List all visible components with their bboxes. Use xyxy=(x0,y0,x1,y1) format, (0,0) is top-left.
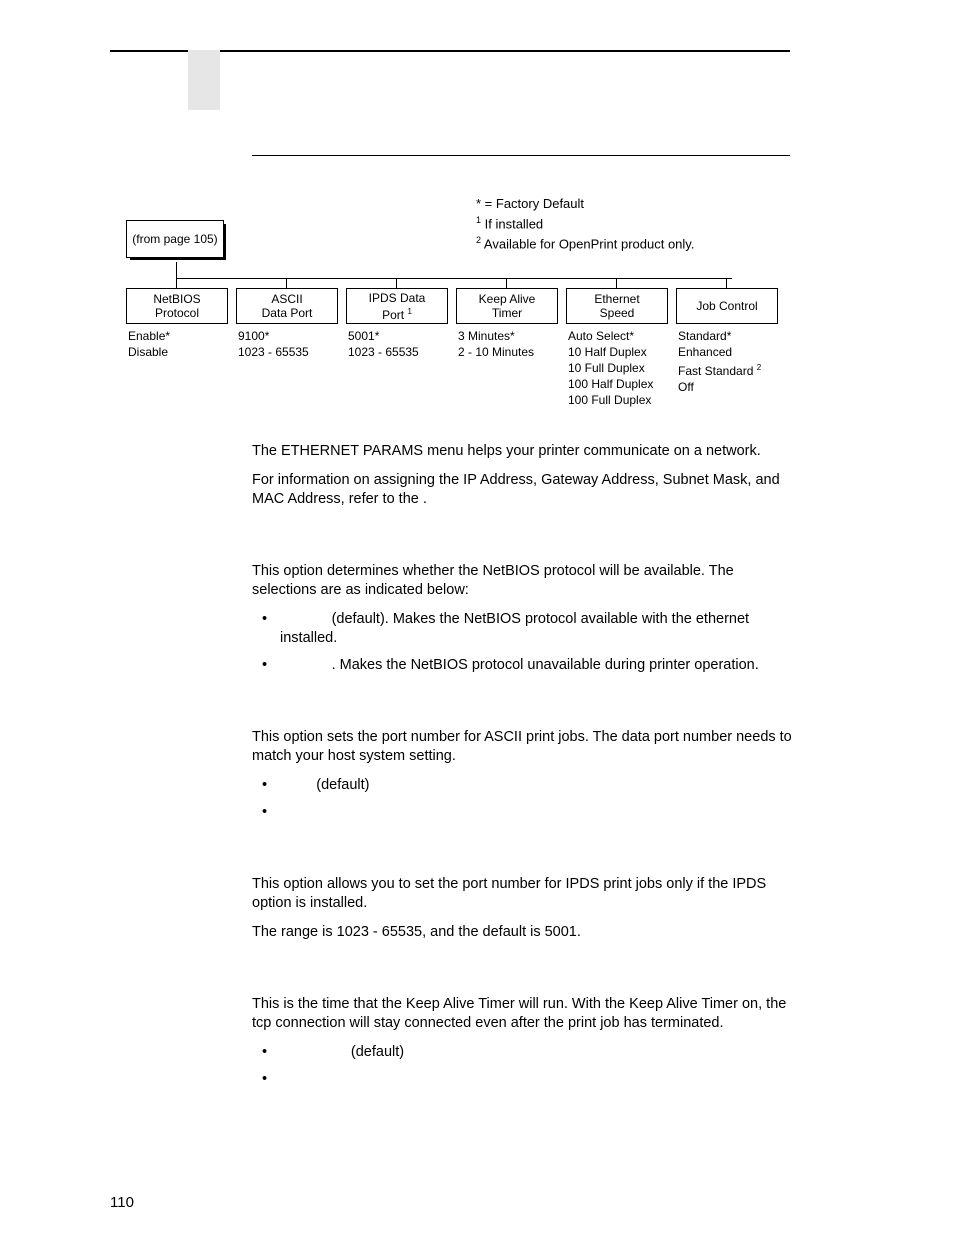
branch-option: Fast Standard 2 xyxy=(678,360,798,379)
branch-node-line2: Timer xyxy=(492,306,522,320)
grey-tab xyxy=(188,50,220,110)
branch-option: 10 Half Duplex xyxy=(568,344,688,360)
branch-node-line1: Ethernet xyxy=(594,292,639,306)
branch-option: Enhanced xyxy=(678,344,798,360)
branch-option: Auto Select* xyxy=(568,328,688,344)
branch-tick xyxy=(396,278,397,288)
legend-line-2: 1 If installed xyxy=(476,212,694,232)
keepalive-bullet-3min: 3 Minutes (default) xyxy=(252,1043,792,1062)
branch-option: 10 Full Duplex xyxy=(568,360,688,376)
branch-node: ASCIIData Port xyxy=(236,288,338,324)
branch-node: EthernetSpeed xyxy=(566,288,668,324)
netbios-para: This option determines whether the NetBI… xyxy=(252,562,792,600)
branch-option: 100 Full Duplex xyxy=(568,392,688,408)
branch-node-line2: Speed xyxy=(600,306,635,320)
branch-node-line2: Protocol xyxy=(155,306,199,320)
branch-option: Enable* xyxy=(128,328,248,344)
keepalive-para: This is the time that the Keep Alive Tim… xyxy=(252,995,792,1033)
branch-tick xyxy=(176,278,177,288)
branch-tick xyxy=(726,278,727,288)
branch-option: 1023 - 65535 xyxy=(238,344,358,360)
netbios-bullet-disable: Disable. Makes the NetBIOS protocol unav… xyxy=(252,656,792,675)
branch-option: 2 - 10 Minutes xyxy=(458,344,578,360)
branch-tick xyxy=(286,278,287,288)
branch-option: Standard* xyxy=(678,328,798,344)
branch-node-line1: NetBIOS xyxy=(153,292,200,306)
branch-options: Standard*EnhancedFast Standard 2Off xyxy=(678,328,798,395)
ascii-para: This option sets the port number for ASC… xyxy=(252,728,792,766)
branch-options: 5001*1023 - 65535 xyxy=(348,328,468,360)
page-number: 110 xyxy=(110,1194,134,1211)
branch-node: NetBIOSProtocol xyxy=(126,288,228,324)
branch-node-line1: Job Control xyxy=(696,299,757,313)
branch-tick xyxy=(506,278,507,288)
branch-tick xyxy=(616,278,617,288)
branch-options: 9100*1023 - 65535 xyxy=(238,328,358,360)
branch-node: IPDS DataPort 1 xyxy=(346,288,448,324)
connector-horizontal xyxy=(176,278,732,279)
branch-option: 3 Minutes* xyxy=(458,328,578,344)
intro-para-1: The ETHERNET PARAMS menu helps your prin… xyxy=(252,442,792,461)
branch-option: Off xyxy=(678,379,798,395)
branch-option: Disable xyxy=(128,344,248,360)
branch-node-line2: Data Port xyxy=(262,306,313,320)
branch-node: Job Control xyxy=(676,288,778,324)
branch-node: Keep AliveTimer xyxy=(456,288,558,324)
ipds-para-1: This option allows you to set the port n… xyxy=(252,875,792,913)
netbios-bullet-enable: Enable (default). Makes the NetBIOS prot… xyxy=(252,610,792,648)
keepalive-bullet-range: 2 - 10 Minutes xyxy=(252,1070,792,1089)
branch-node-line2: Port 1 xyxy=(382,305,412,322)
branch-options: Enable*Disable xyxy=(128,328,248,360)
branch-node-line1: IPDS Data xyxy=(369,291,426,305)
legend-line-1: * = Factory Default xyxy=(476,196,694,212)
legend: * = Factory Default 1 If installed 2 Ava… xyxy=(476,196,694,253)
branch-node-line1: Keep Alive xyxy=(479,292,536,306)
ascii-bullet-9100: 9100 (default) xyxy=(252,776,792,795)
page: * = Factory Default 1 If installed 2 Ava… xyxy=(0,0,954,1235)
body-text: The ETHERNET PARAMS menu helps your prin… xyxy=(252,442,792,1097)
branch-option: 100 Half Duplex xyxy=(568,376,688,392)
from-box: (from page 105) xyxy=(126,220,224,258)
ascii-bullet-range: 1023 - 65535 xyxy=(252,803,792,822)
branch-option: 1023 - 65535 xyxy=(348,344,468,360)
section-rule xyxy=(252,155,790,156)
ipds-para-2: The range is 1023 - 65535, and the defau… xyxy=(252,923,792,942)
branch-options: Auto Select*10 Half Duplex10 Full Duplex… xyxy=(568,328,688,408)
branch-options: 3 Minutes*2 - 10 Minutes xyxy=(458,328,578,360)
branch-option: 5001* xyxy=(348,328,468,344)
connector-vertical xyxy=(176,262,177,278)
intro-para-2: For information on assigning the IP Addr… xyxy=(252,471,792,509)
from-box-label: (from page 105) xyxy=(126,220,224,258)
branch-node-line1: ASCII xyxy=(271,292,302,306)
legend-line-3: 2 Available for OpenPrint product only. xyxy=(476,232,694,252)
branch-option: 9100* xyxy=(238,328,358,344)
